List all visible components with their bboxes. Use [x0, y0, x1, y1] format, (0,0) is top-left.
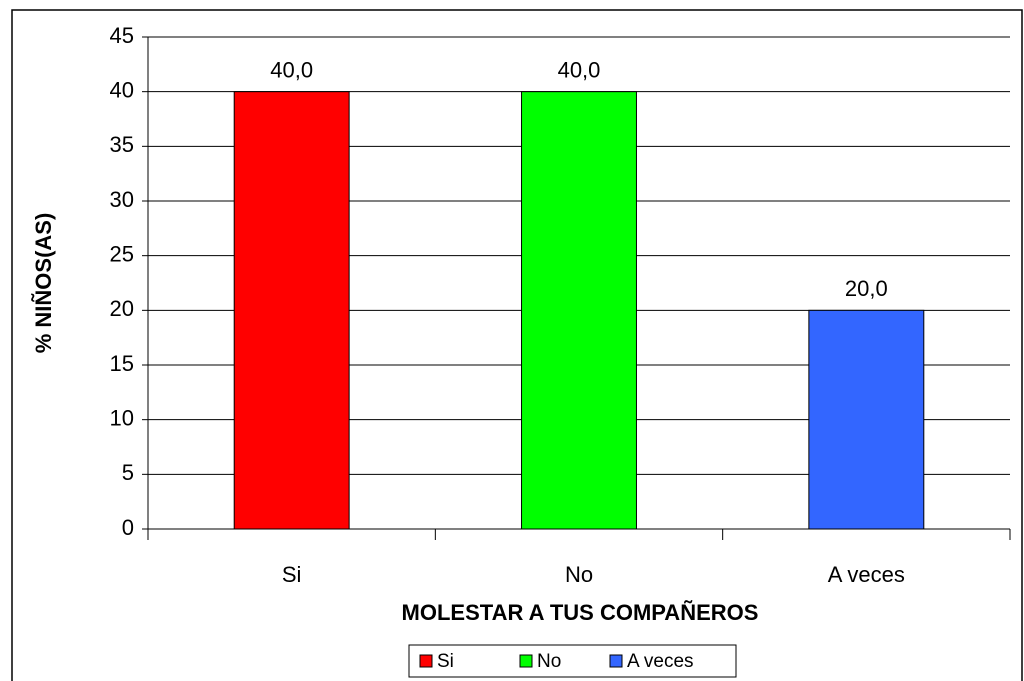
y-tick-label: 35 — [110, 132, 134, 157]
legend-label: A veces — [627, 651, 694, 672]
legend-swatch — [419, 654, 433, 668]
legend-swatch — [609, 654, 623, 668]
y-tick-label: 0 — [122, 515, 134, 540]
legend-swatch — [519, 654, 533, 668]
bar — [233, 91, 350, 530]
y-tick-label: 10 — [110, 405, 134, 430]
x-tick-label: No — [565, 562, 593, 587]
x-axis-title: MOLESTAR A TUS COMPAÑEROS — [402, 600, 759, 625]
x-tick-label: Si — [282, 562, 302, 587]
x-tick-label: A veces — [828, 562, 905, 587]
y-tick-label: 40 — [110, 77, 134, 102]
y-tick-label: 5 — [122, 460, 134, 485]
legend-box — [408, 644, 737, 678]
y-tick-label: 20 — [110, 296, 134, 321]
y-axis-title: % NIÑOS(AS) — [31, 213, 56, 354]
value-label: 40,0 — [558, 57, 601, 82]
y-tick-label: 30 — [110, 187, 134, 212]
value-label: 20,0 — [845, 276, 888, 301]
value-label: 40,0 — [270, 57, 313, 82]
legend-label: Si — [437, 651, 454, 672]
legend-label: No — [537, 651, 561, 672]
y-tick-label: 25 — [110, 241, 134, 266]
y-tick-label: 15 — [110, 351, 134, 376]
y-tick-label: 45 — [110, 23, 134, 48]
bar — [521, 91, 637, 530]
bar — [808, 309, 925, 530]
